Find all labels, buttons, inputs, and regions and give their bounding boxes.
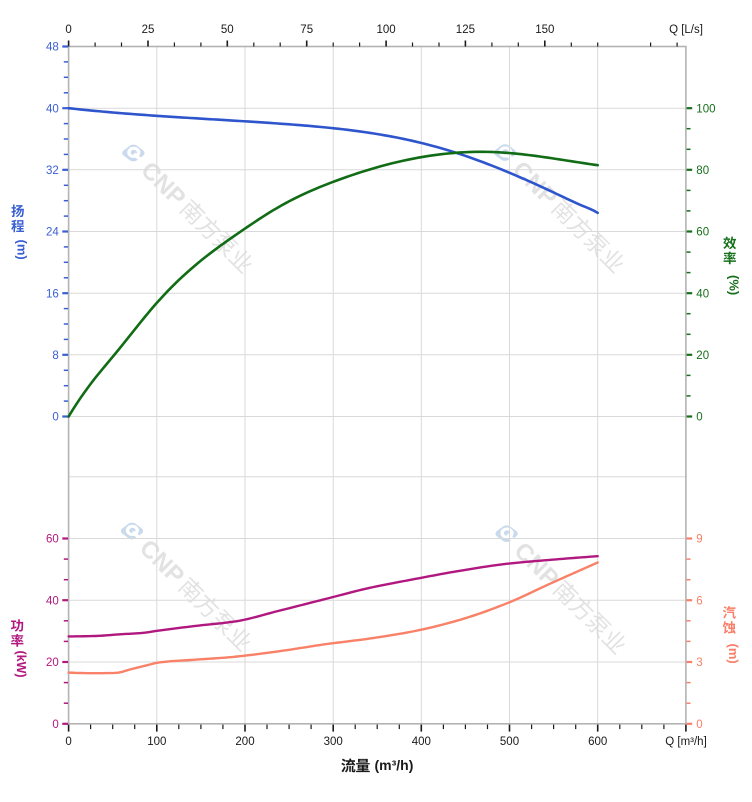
svg-text:3: 3 <box>696 657 702 669</box>
svg-text:32: 32 <box>46 165 59 177</box>
svg-text:80: 80 <box>696 165 709 177</box>
svg-text:(m): (m) <box>15 240 30 260</box>
svg-text:6: 6 <box>696 595 702 607</box>
svg-text:(m³/h): (m³/h) <box>375 757 414 773</box>
svg-text:16: 16 <box>46 288 59 300</box>
svg-text:100: 100 <box>696 103 715 115</box>
svg-text:60: 60 <box>46 534 59 546</box>
svg-text:40: 40 <box>46 595 59 607</box>
svg-text:24: 24 <box>46 227 59 239</box>
svg-text:0: 0 <box>65 24 71 36</box>
svg-text:60: 60 <box>696 227 709 239</box>
svg-text:125: 125 <box>456 24 475 36</box>
svg-text:100: 100 <box>377 24 396 36</box>
svg-text:0: 0 <box>52 719 58 731</box>
svg-text:500: 500 <box>500 736 519 748</box>
svg-text:48: 48 <box>46 42 59 54</box>
svg-text:40: 40 <box>46 103 59 115</box>
svg-text:150: 150 <box>535 24 554 36</box>
svg-text:Q [L/s]: Q [L/s] <box>669 24 703 36</box>
svg-text:(m): (m) <box>726 644 741 664</box>
svg-text:Q [m³/h]: Q [m³/h] <box>665 736 707 748</box>
svg-text:0: 0 <box>696 719 702 731</box>
svg-text:0: 0 <box>52 412 58 424</box>
svg-text:600: 600 <box>588 736 607 748</box>
svg-text:200: 200 <box>235 736 254 748</box>
svg-text:100: 100 <box>147 736 166 748</box>
svg-text:40: 40 <box>696 288 709 300</box>
svg-text:0: 0 <box>696 412 702 424</box>
svg-text:50: 50 <box>221 24 234 36</box>
svg-text:20: 20 <box>696 350 709 362</box>
svg-text:8: 8 <box>52 350 58 362</box>
svg-text:300: 300 <box>324 736 343 748</box>
svg-text:(kW): (kW) <box>14 651 28 678</box>
svg-text:20: 20 <box>46 657 59 669</box>
svg-text:9: 9 <box>696 534 702 546</box>
svg-text:25: 25 <box>142 24 155 36</box>
svg-text:(%): (%) <box>727 275 742 295</box>
svg-text:0: 0 <box>65 736 71 748</box>
svg-text:400: 400 <box>412 736 431 748</box>
svg-text:75: 75 <box>300 24 313 36</box>
